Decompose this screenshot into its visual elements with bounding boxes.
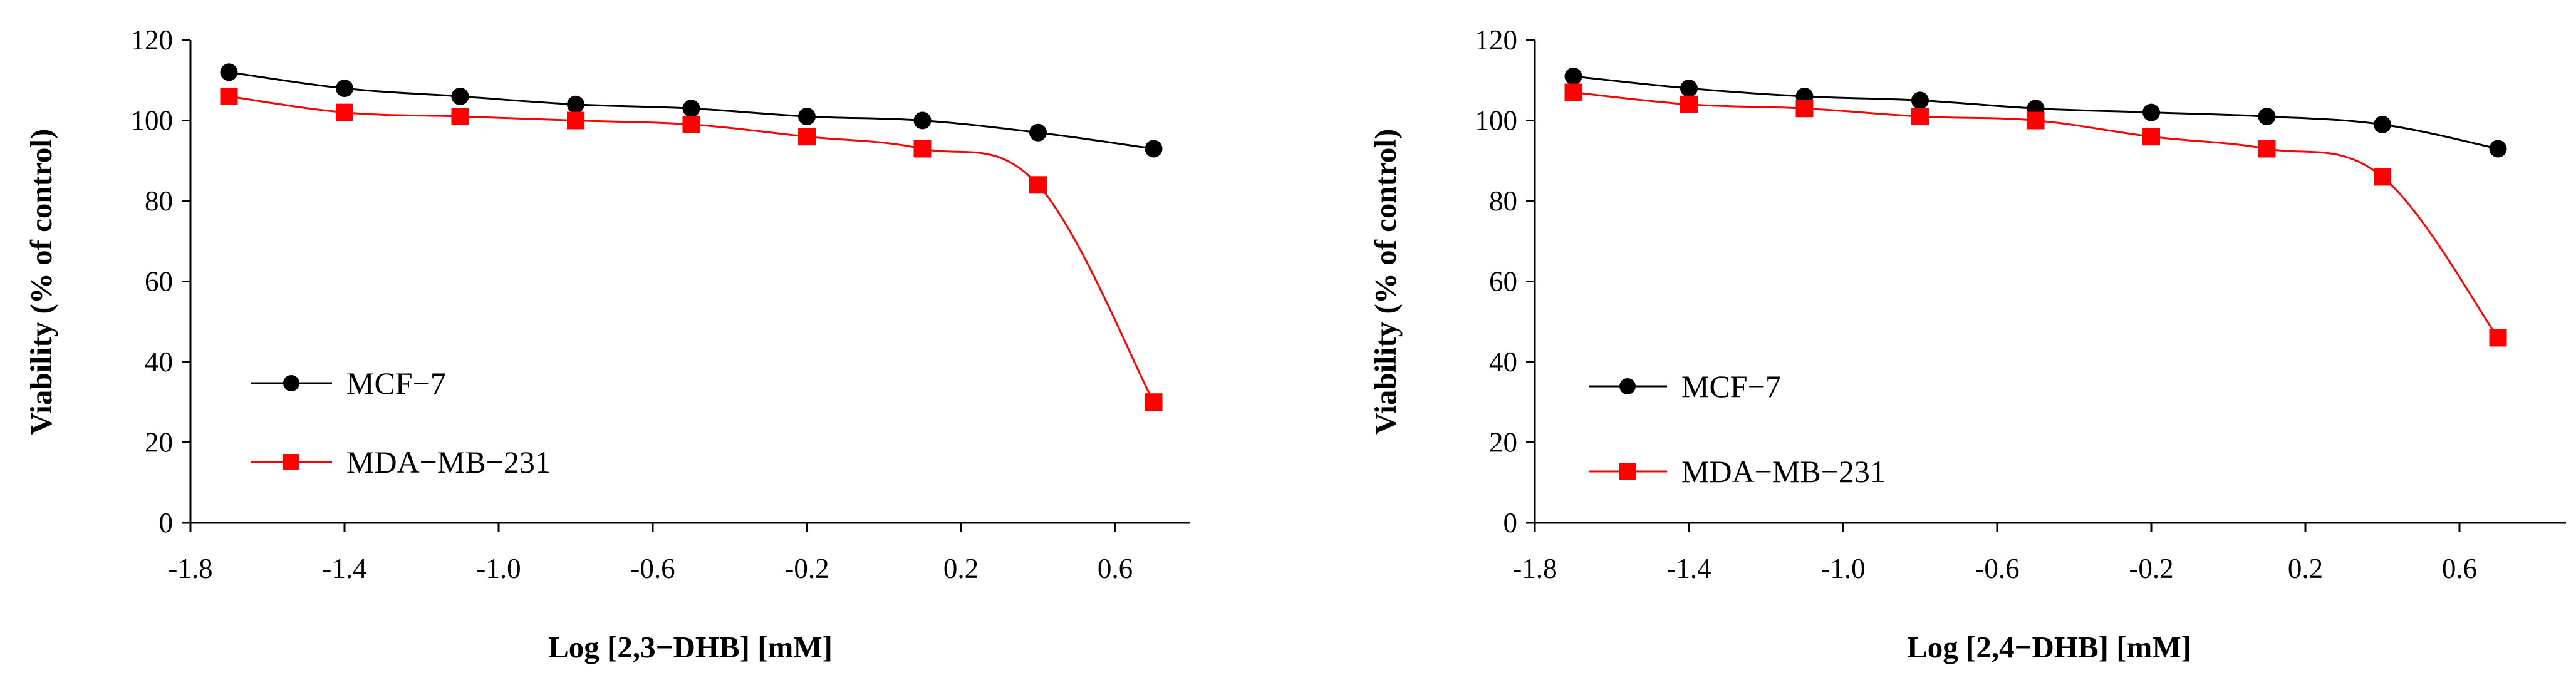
legend-label-mcf7: MCF−7 <box>346 366 446 401</box>
legend-marker-mcf7 <box>1619 378 1636 394</box>
x-ticks: -1.8 -1.4 -1.0 -0.6 -0.2 0.2 0.6 <box>1512 523 2477 584</box>
legend-marker-mcf7 <box>283 375 299 391</box>
series-line-mda <box>229 95 1155 403</box>
y-tick-label: 100 <box>131 105 174 136</box>
data-point-mcf7 <box>220 63 238 81</box>
chart-right-svg: 0 20 40 60 80 100 120 -1.8 -1.4 -1.0 -0.6 -0.2 0.2 0… <box>1368 24 2566 664</box>
x-tick-label: 0.6 <box>2442 553 2477 584</box>
data-point-mcf7 <box>2258 108 2276 126</box>
y-tick-label: 40 <box>1489 346 1517 378</box>
y-tick-label: 0 <box>1504 507 1518 538</box>
data-point-mda <box>220 87 238 105</box>
chart-left-svg: 0 20 40 60 80 100 120 -1.8 -1.4 -1.0 -0.6 -0.2 0.2 0… <box>24 24 1190 664</box>
y-tick-label: 80 <box>1489 185 1517 217</box>
y-tick-label: 40 <box>145 346 173 378</box>
x-tick-label: -0.6 <box>1975 553 2019 584</box>
x-tick-label: -0.2 <box>2129 553 2173 584</box>
x-axis-title: Log [2,4−DHB] [mM] <box>1907 630 2191 664</box>
series-layer <box>220 63 1163 411</box>
legend-marker-mda <box>283 454 299 470</box>
legend-label-mda: MDA−MB−231 <box>1681 454 1886 489</box>
data-point-mcf7 <box>1680 80 1698 98</box>
data-point-mda <box>1564 83 1582 101</box>
data-point-mcf7 <box>2489 140 2507 158</box>
data-point-mcf7 <box>798 108 816 126</box>
data-point-mda <box>1029 176 1047 194</box>
y-tick-label: 0 <box>159 507 174 538</box>
data-point-mda <box>798 128 816 146</box>
data-point-mda <box>336 103 353 121</box>
x-tick-label: 0.6 <box>1098 553 1133 584</box>
data-point-mda <box>567 111 584 130</box>
y-ticks: 0 20 40 60 80 100 120 <box>131 24 190 538</box>
y-tick-label: 60 <box>1489 266 1517 297</box>
x-tick-label: -1.0 <box>476 553 521 584</box>
x-tick-label: -1.4 <box>322 553 366 584</box>
data-point-mcf7 <box>336 80 353 98</box>
x-axis-title: Log [2,3−DHB] [mM] <box>548 630 833 664</box>
y-tick-label: 120 <box>1475 24 1518 56</box>
y-ticks: 0 20 40 60 80 100 120 <box>1475 24 1535 538</box>
data-point-mda <box>1795 100 1814 118</box>
x-tick-label: -0.2 <box>784 553 829 584</box>
data-point-mcf7 <box>1911 91 1929 110</box>
chart-panel-left: 0 20 40 60 80 100 120 -1.8 -1.4 -1.0 -0.6 -0.2 0.2 0… <box>24 24 1190 664</box>
legend: MCF−7 MDA−MB−231 <box>251 366 551 480</box>
y-tick-label: 20 <box>145 427 173 458</box>
data-point-mcf7 <box>682 100 700 118</box>
data-point-mcf7 <box>1145 140 1163 158</box>
data-point-mda <box>2027 111 2045 130</box>
data-point-mda <box>1680 95 1698 113</box>
y-tick-label: 80 <box>145 185 173 217</box>
x-tick-label: -1.4 <box>1666 553 1711 584</box>
data-point-mda <box>2489 329 2507 347</box>
series-layer <box>1564 67 2507 347</box>
data-point-mcf7 <box>2142 103 2160 121</box>
data-point-mda <box>682 115 700 133</box>
data-point-mcf7 <box>1029 123 1047 142</box>
data-point-mda <box>2142 128 2160 146</box>
y-tick-label: 120 <box>131 24 174 56</box>
series-line-mda <box>1573 91 2499 339</box>
data-point-mcf7 <box>451 87 469 105</box>
data-point-mcf7 <box>1564 67 1582 85</box>
x-tick-label: -0.6 <box>630 553 675 584</box>
x-ticks: -1.8 -1.4 -1.0 -0.6 -0.2 0.2 0.6 <box>168 523 1133 584</box>
legend-marker-mda <box>1619 463 1636 480</box>
data-point-mda <box>451 108 469 126</box>
legend-label-mda: MDA−MB−231 <box>346 445 551 480</box>
data-point-mcf7 <box>913 111 932 130</box>
x-tick-label: -1.0 <box>1820 553 1865 584</box>
y-tick-label: 60 <box>145 266 173 297</box>
x-tick-label: -1.8 <box>168 553 212 584</box>
y-axis-title: Viability (% of control) <box>1368 129 1403 435</box>
data-point-mda <box>2258 140 2276 158</box>
y-axis-title: Viability (% of control) <box>24 129 58 435</box>
x-tick-label: -1.8 <box>1512 553 1557 584</box>
legend: MCF−7 MDA−MB−231 <box>1589 369 1886 489</box>
legend-label-mcf7: MCF−7 <box>1681 369 1781 404</box>
data-point-mda <box>2374 168 2391 186</box>
data-point-mda <box>913 140 932 158</box>
data-point-mcf7 <box>567 95 584 113</box>
y-tick-label: 20 <box>1489 427 1517 458</box>
x-tick-label: 0.2 <box>2288 553 2323 584</box>
chart-panel-right: 0 20 40 60 80 100 120 -1.8 -1.4 -1.0 -0.6 -0.2 0.2 0… <box>1288 0 2576 690</box>
data-point-mcf7 <box>2374 115 2391 133</box>
data-point-mda <box>1145 393 1163 411</box>
x-tick-label: 0.2 <box>943 553 979 584</box>
data-point-mda <box>1911 108 1929 126</box>
y-tick-label: 100 <box>1475 105 1518 136</box>
